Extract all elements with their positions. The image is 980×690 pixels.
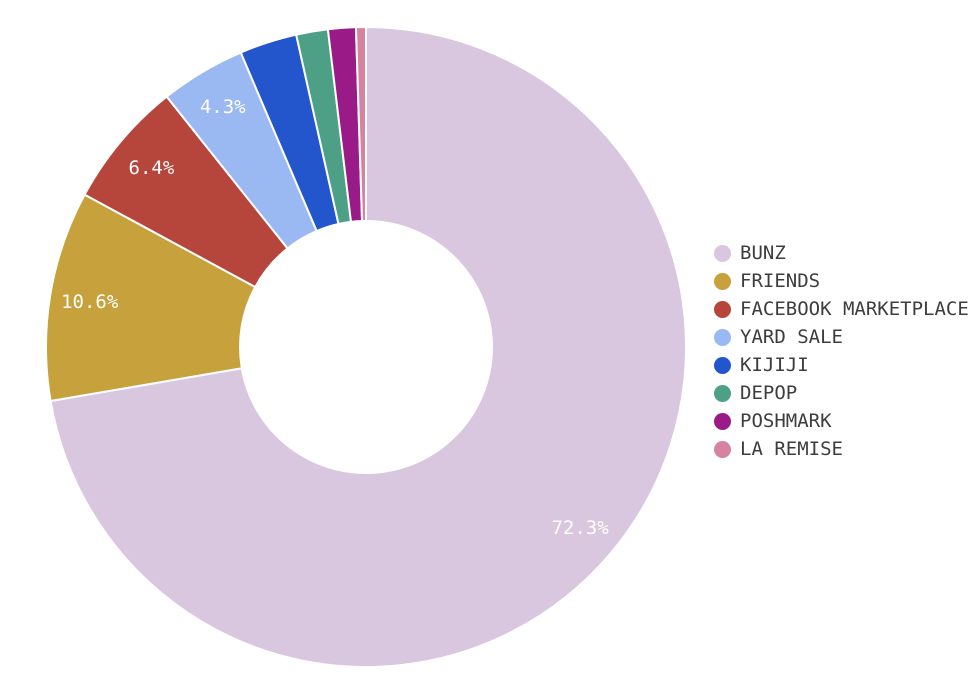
slice-percent-label-friends: 10.6% <box>61 291 119 313</box>
legend-swatch-icon <box>714 272 731 290</box>
legend-item-bunz[interactable]: BUNZ <box>714 239 969 267</box>
pie-slice-bunz[interactable] <box>49 26 687 668</box>
legend-swatch-icon <box>714 244 731 262</box>
legend-item-depop[interactable]: DEPOP <box>714 379 969 407</box>
legend-label: FRIENDS <box>740 270 821 292</box>
legend-label: DEPOP <box>740 382 798 404</box>
pie-slice-la-remise[interactable] <box>354 26 367 223</box>
slice-percent-label-yard-sale: 4.3% <box>200 96 246 118</box>
legend-item-kijiji[interactable]: KIJIJI <box>714 351 969 379</box>
legend-swatch-icon <box>714 300 731 318</box>
pie-slice-friends[interactable] <box>45 193 257 403</box>
legend-swatch-icon <box>714 440 731 458</box>
slice-percent-label-bunz: 72.3% <box>551 517 609 539</box>
legend-item-facebook-marketplace[interactable]: FACEBOOK MARKETPLACE <box>714 295 969 323</box>
legend-item-poshmark[interactable]: POSHMARK <box>714 407 969 435</box>
slice-percent-label-facebook-marketplace: 6.4% <box>129 157 175 179</box>
legend-label: POSHMARK <box>740 410 832 432</box>
legend-swatch-icon <box>714 356 731 374</box>
legend-label: BUNZ <box>740 242 786 264</box>
legend-item-la-remise[interactable]: LA REMISE <box>714 435 969 463</box>
legend-label: YARD SALE <box>740 326 843 348</box>
legend: BUNZ FRIENDS FACEBOOK MARKETPLACE YARD SALE… <box>714 239 969 463</box>
legend-swatch-icon <box>714 384 731 402</box>
legend-item-friends[interactable]: FRIENDS <box>714 267 969 295</box>
legend-label: LA REMISE <box>740 438 843 460</box>
legend-swatch-icon <box>714 412 731 430</box>
legend-label: FACEBOOK MARKETPLACE <box>740 298 969 320</box>
legend-item-yard-sale[interactable]: YARD SALE <box>714 323 969 351</box>
legend-label: KIJIJI <box>740 354 809 376</box>
legend-swatch-icon <box>714 328 731 346</box>
